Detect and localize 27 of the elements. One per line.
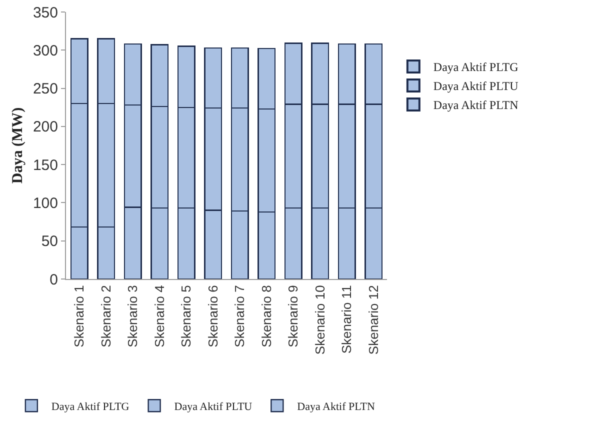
y-tick-label: 0 [50,271,58,288]
x-tick-label: Skenario 2 [98,285,114,348]
x-tick-label: Skenario 7 [232,285,248,348]
x-tick-label: Skenario 9 [286,285,301,348]
text: Daya Aktif PLTN [297,400,375,413]
text: Daya Aktif PLTU [174,400,252,413]
x-tick-label: Skenario 8 [258,285,274,348]
x-tick-label: Skenario 3 [125,285,140,348]
x-tick-label: Skenario 1 [72,285,87,348]
x-tick-label: Skenario 4 [152,285,167,348]
y-tick-label: 50 [41,233,58,250]
x-tick-label: Skenario 5 [178,285,194,348]
legend-label: Daya Aktif PLTG [433,60,519,74]
x-tick-label: Skenario 6 [205,285,220,348]
x-tick-label: Skenario 12 [366,285,381,355]
y-tick-label: 250 [32,80,58,98]
y-tick-label: 300 [32,42,58,60]
y-tick-label: 100 [32,194,58,212]
x-tick-label: Skenario 11 [339,285,354,354]
y-axis-title: Daya (MW) [10,107,26,184]
text: Daya Aktif PLTG [51,400,130,413]
x-tick-label: Skenario 10 [312,285,328,355]
y-tick-label: 350 [32,4,58,22]
y-tick-label: 200 [32,118,58,136]
y-tick-label: 150 [32,156,58,174]
legend-label: Daya Aktif PLTU [433,79,519,94]
legend-label: Daya Aktif PLTN [433,98,519,112]
